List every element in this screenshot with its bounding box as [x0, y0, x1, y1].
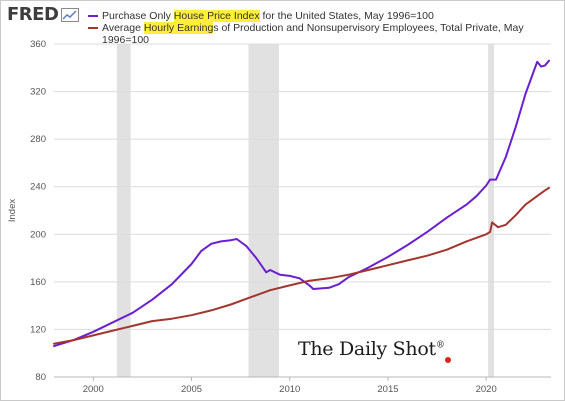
series-line-hourly-earnings: [53, 186, 550, 345]
y-tick-label-200: 200: [30, 229, 46, 240]
y-tick-label-120: 120: [30, 324, 46, 335]
watermark-dot: [445, 357, 451, 363]
watermark: The Daily Shot®: [298, 338, 445, 360]
y-tick-label-240: 240: [30, 182, 46, 193]
recession-band-2: [248, 44, 279, 377]
legend-swatch-house-price: [88, 15, 98, 17]
y-axis-label: Index: [7, 199, 18, 222]
x-tick-label-2010: 2010: [279, 384, 300, 395]
legend-item-hourly-earnings[interactable]: Average Hourly Earnings of Production an…: [88, 22, 558, 46]
legend-label-hourly-earnings: Average Hourly Earnings of Production an…: [102, 22, 524, 46]
legend-swatch-hourly-earnings: [88, 27, 98, 29]
x-tick-label-2000: 2000: [83, 384, 104, 395]
chart-line-icon: [61, 8, 80, 22]
recession-band-3: [488, 44, 495, 377]
fred-logo-text: FRED: [7, 4, 59, 25]
y-tick-label-320: 320: [30, 87, 46, 98]
y-tick-label-160: 160: [30, 277, 46, 288]
series-line-house-price: [53, 59, 550, 348]
legend-item-house-price[interactable]: Purchase Only House Price Index for the …: [88, 10, 558, 22]
recession-band-1: [116, 44, 131, 377]
x-tick-label-2005: 2005: [181, 384, 202, 395]
fred-logo[interactable]: FRED: [7, 4, 80, 25]
x-tick-label-2020: 2020: [476, 384, 497, 395]
y-tick-label-80: 80: [35, 372, 46, 383]
y-tick-label-280: 280: [30, 134, 46, 145]
chart-legend: Purchase Only House Price Index for the …: [88, 10, 558, 46]
legend-label-house-price: Purchase Only House Price Index for the …: [102, 10, 434, 22]
y-tick-label-360: 360: [30, 39, 46, 50]
x-tick-label-2015: 2015: [377, 384, 398, 395]
